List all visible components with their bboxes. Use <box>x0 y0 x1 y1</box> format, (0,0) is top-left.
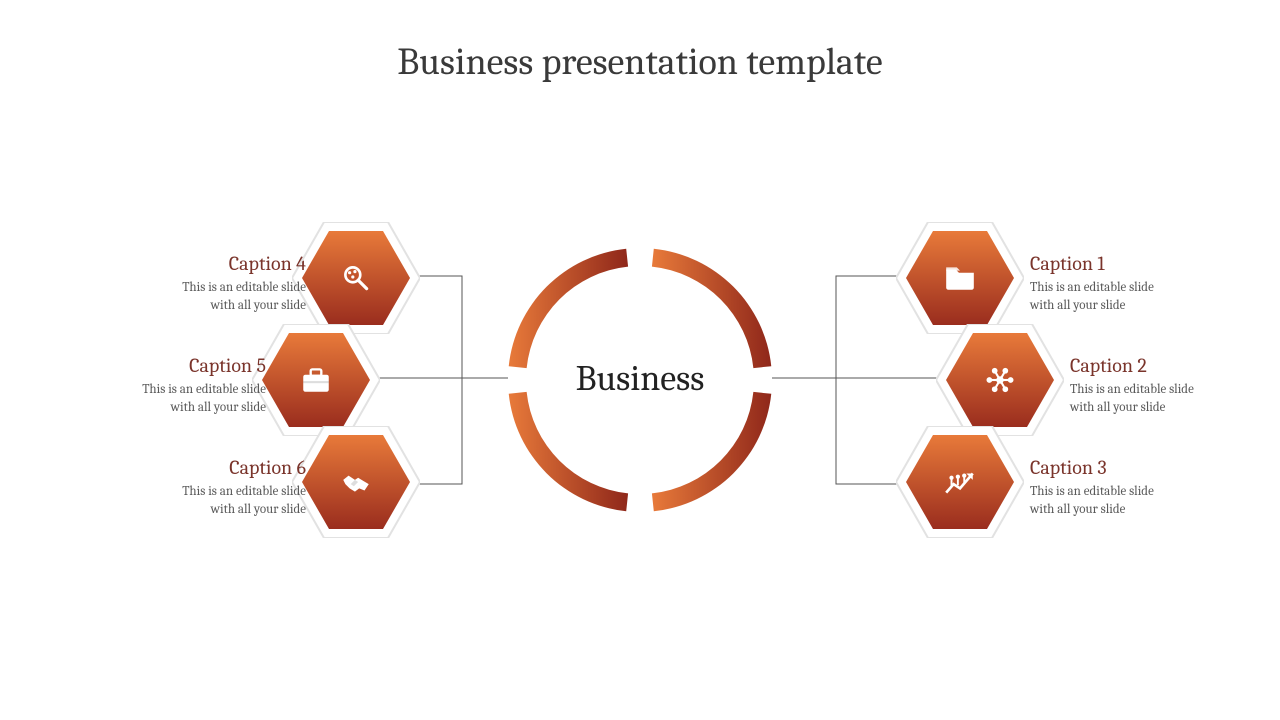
caption-title: Caption 2 <box>1070 354 1220 377</box>
caption-cap1: Caption 1 This is an editable slide with… <box>1030 252 1180 314</box>
caption-title: Caption 3 <box>1030 456 1180 479</box>
hex-cap2 <box>936 324 1064 436</box>
hex-cap4 <box>292 222 420 334</box>
hex-cap6 <box>292 426 420 538</box>
hex-cap1 <box>896 222 1024 334</box>
growth-icon <box>943 465 977 499</box>
caption-cap3: Caption 3 This is an editable slide with… <box>1030 456 1180 518</box>
folder-icon <box>943 261 977 295</box>
center-label: Business <box>540 358 740 399</box>
slide-stage: Business presentation template <box>0 0 1280 720</box>
caption-cap2: Caption 2 This is an editable slide with… <box>1070 354 1220 416</box>
caption-body: This is an editable slide with all your … <box>156 483 306 518</box>
search-icon <box>339 261 373 295</box>
caption-title: Caption 1 <box>1030 252 1180 275</box>
hex-cap5 <box>252 324 380 436</box>
caption-body: This is an editable slide with all your … <box>1030 279 1180 314</box>
caption-cap4: Caption 4 This is an editable slide with… <box>156 252 306 314</box>
caption-cap5: Caption 5 This is an editable slide with… <box>116 354 266 416</box>
hex-cap3 <box>896 426 1024 538</box>
caption-body: This is an editable slide with all your … <box>1030 483 1180 518</box>
caption-body: This is an editable slide with all your … <box>1070 381 1220 416</box>
network-icon <box>983 363 1017 397</box>
caption-title: Caption 5 <box>116 354 266 377</box>
caption-body: This is an editable slide with all your … <box>116 381 266 416</box>
caption-title: Caption 6 <box>156 456 306 479</box>
handshake-icon <box>339 465 373 499</box>
briefcase-icon <box>299 363 333 397</box>
caption-cap6: Caption 6 This is an editable slide with… <box>156 456 306 518</box>
caption-title: Caption 4 <box>156 252 306 275</box>
caption-body: This is an editable slide with all your … <box>156 279 306 314</box>
